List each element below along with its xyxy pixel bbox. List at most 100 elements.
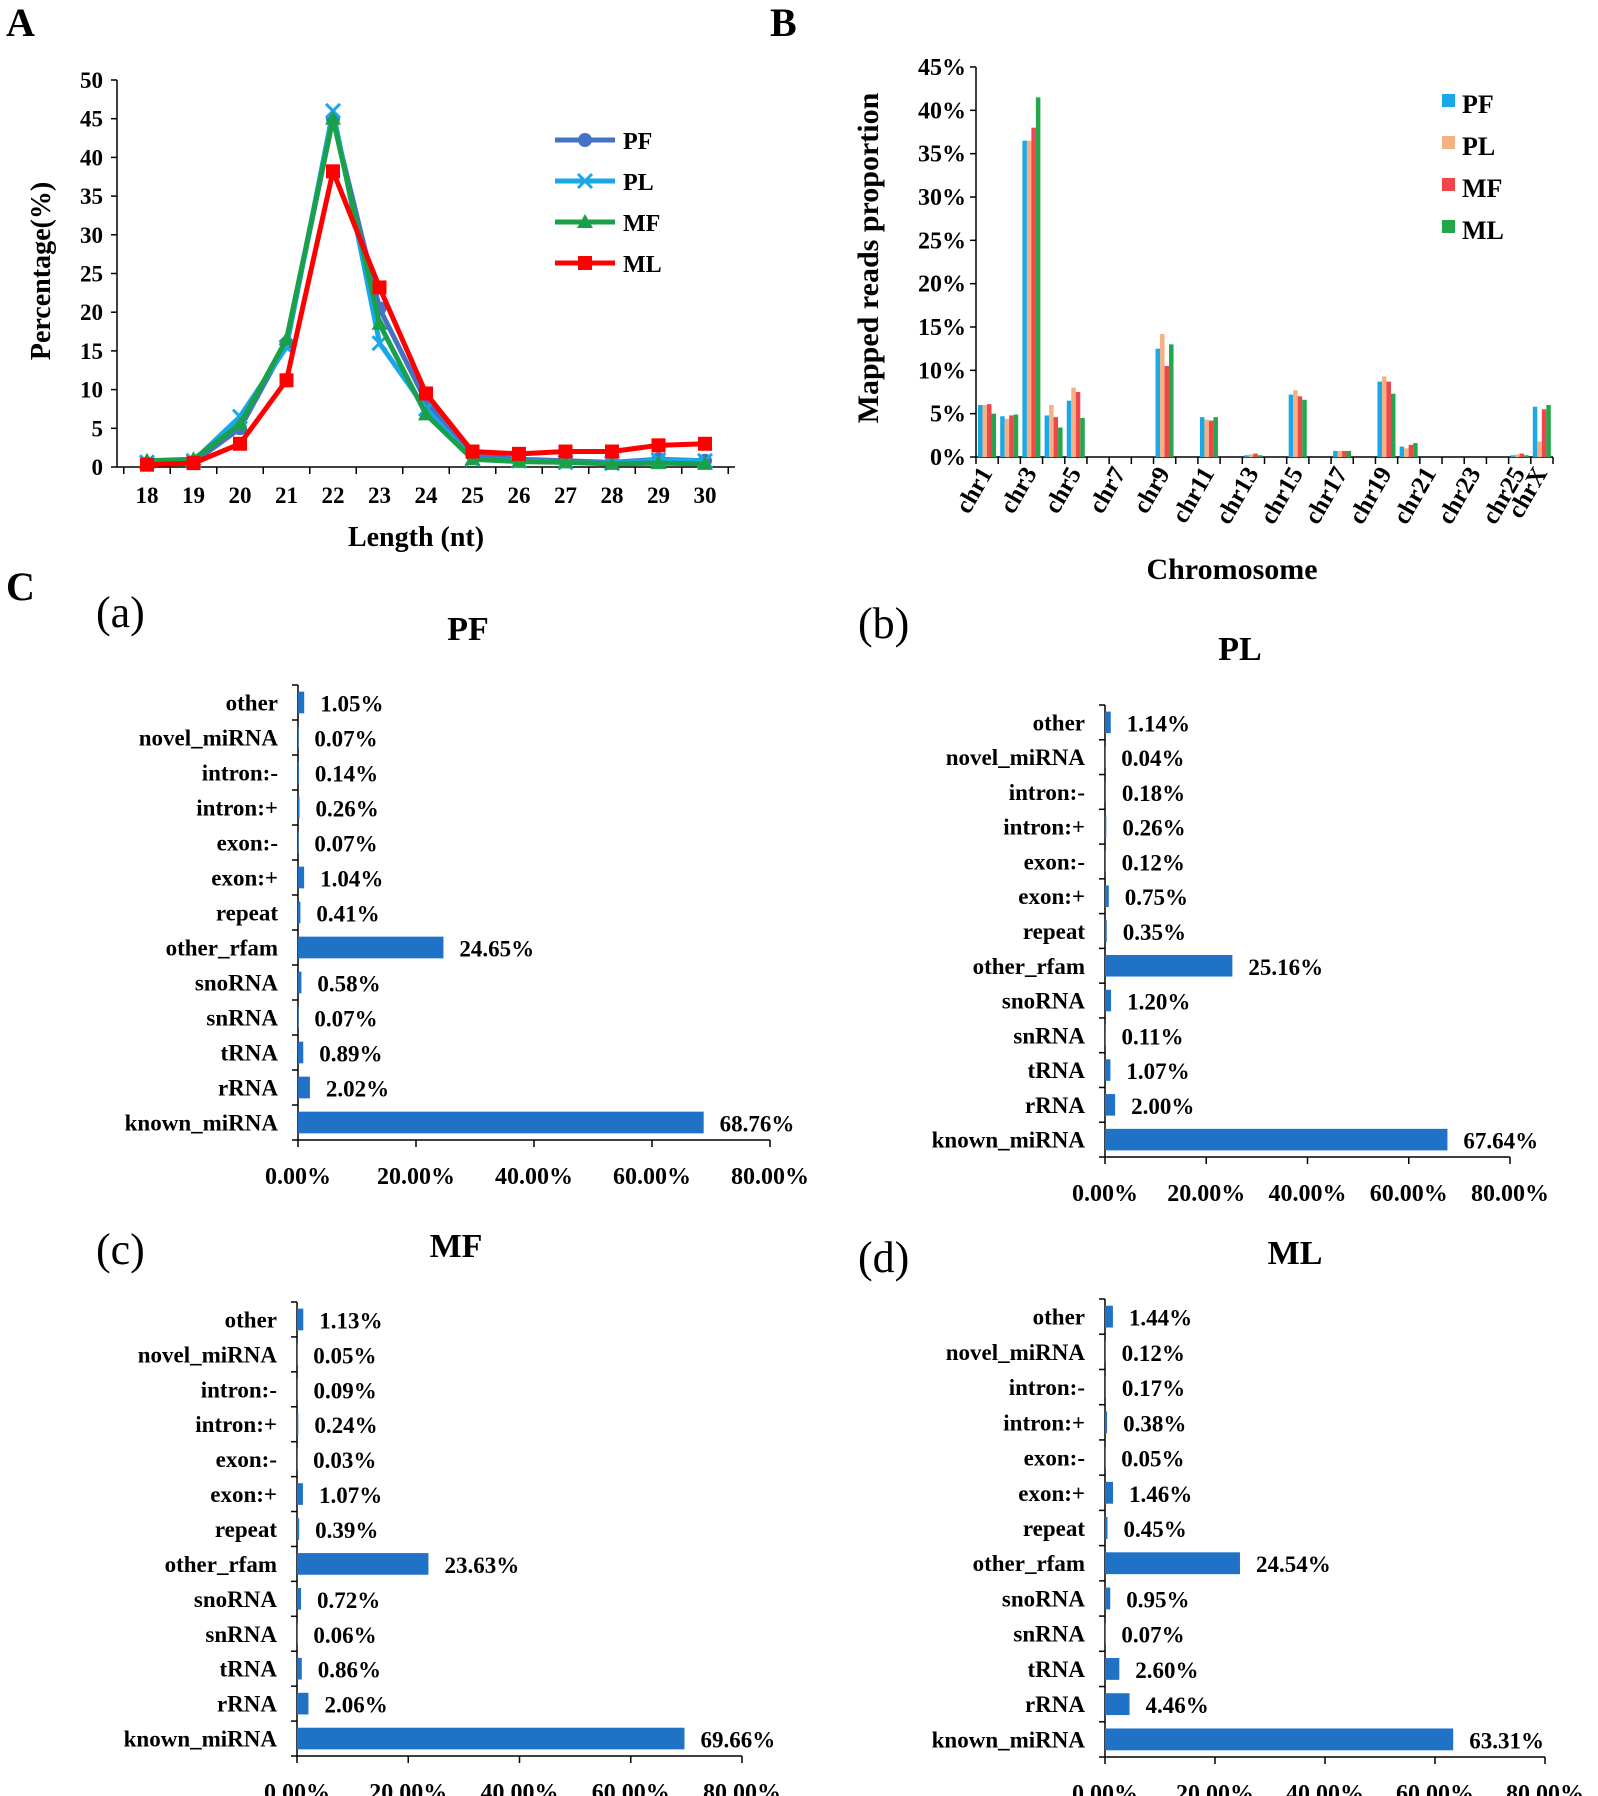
series-mf — [139, 110, 713, 470]
y-tick-label: 35 — [80, 184, 103, 209]
bar-pf-chrX — [1532, 406, 1538, 457]
bar-ml-chr11 — [1213, 417, 1218, 457]
x-axis-label: Chromosome — [1146, 553, 1317, 586]
data-label: 2.02% — [326, 1077, 389, 1102]
data-label: 24.65% — [459, 937, 534, 962]
subpanel-label: (a) — [96, 588, 145, 637]
bar-pl-chr2 — [1004, 418, 1010, 457]
data-label: 0.07% — [314, 1007, 377, 1032]
data-label: 0.03% — [313, 1448, 376, 1473]
bar-pf-chr17 — [1333, 450, 1338, 457]
legend-label-pf: PF — [623, 129, 652, 155]
subpanel-label: (b) — [858, 599, 909, 648]
bar-exon:+ — [1105, 885, 1109, 908]
x-tick-label: chr11 — [1167, 463, 1220, 528]
data-label: 0.07% — [314, 727, 377, 752]
bar-mf-chr25 — [1519, 453, 1525, 457]
bar-other — [297, 1308, 304, 1331]
bar-ml-chr1 — [991, 413, 996, 457]
bar-known_miRNA — [297, 1727, 685, 1750]
y-tick-label: 25 — [80, 262, 103, 287]
legend-label-pl: PL — [623, 170, 654, 196]
data-label: 0.89% — [319, 1042, 382, 1067]
bar-pl-chr4 — [1049, 405, 1054, 457]
panel-label-c: C — [6, 564, 35, 609]
bar-novel_miRNA — [298, 726, 299, 749]
x-tick-label: 60.00% — [592, 1780, 670, 1796]
bar-pf-chr5 — [1066, 400, 1072, 457]
data-label: 23.63% — [444, 1553, 519, 1578]
data-point-ml — [326, 164, 340, 179]
x-tick-label: 25 — [461, 483, 484, 508]
x-tick-label: 26 — [508, 483, 531, 508]
category-label: snoRNA — [194, 1587, 277, 1612]
x-tick-label: 20 — [229, 483, 252, 508]
bar-snoRNA — [298, 971, 302, 994]
bar-known_miRNA — [1105, 1128, 1448, 1151]
data-point-ml — [512, 446, 526, 461]
category-label: snRNA — [205, 1622, 277, 1647]
bar-snRNA — [298, 1006, 299, 1029]
x-tick-label: 60.00% — [1396, 1781, 1474, 1796]
bar-novel_miRNA — [1105, 746, 1106, 768]
data-point-pl — [371, 335, 388, 352]
bar-tRNA — [298, 1041, 304, 1064]
bar-ml-chr5 — [1080, 418, 1085, 457]
bar-rRNA — [1105, 1094, 1116, 1116]
x-tick-label: 0.00% — [1072, 1781, 1138, 1796]
x-tick-label: chr5 — [1039, 463, 1087, 519]
data-label: 2.00% — [1131, 1094, 1194, 1119]
bar-pl-chr3 — [1026, 140, 1032, 457]
bar-repeat — [1105, 920, 1107, 942]
subpanel-label: (d) — [858, 1233, 909, 1282]
data-label: 0.26% — [1122, 816, 1185, 841]
category-label: repeat — [1023, 1516, 1086, 1541]
bar-repeat — [297, 1518, 300, 1540]
x-tick-label: chr17 — [1299, 463, 1353, 529]
bar-exon:- — [1105, 1446, 1106, 1469]
data-point-mf — [557, 454, 574, 469]
y-tick-label: 45% — [918, 55, 966, 81]
bar-mf-chr11 — [1208, 420, 1214, 457]
legend-marker-pl — [576, 172, 594, 190]
bar-repeat — [1105, 1517, 1108, 1539]
data-label: 1.14% — [1127, 711, 1190, 736]
legend-swatch-pf — [1442, 94, 1455, 107]
bar-known_miRNA — [1105, 1728, 1454, 1751]
legend-swatch-ml — [1442, 220, 1455, 233]
bar-pl-chr5 — [1071, 387, 1076, 457]
legend-marker-mf — [577, 214, 593, 228]
bar-exon:+ — [1105, 1481, 1114, 1504]
bar-exon:- — [1105, 850, 1106, 873]
y-tick-label: 10 — [80, 378, 103, 403]
category-label: rRNA — [1025, 1093, 1085, 1118]
data-label: 0.18% — [1122, 781, 1185, 806]
x-tick-label: 24 — [415, 483, 439, 508]
bar-novel_miRNA — [297, 1343, 298, 1366]
x-tick-label: 21 — [275, 483, 298, 508]
x-tick-label: 60.00% — [613, 1164, 691, 1190]
bar-pl-chr1 — [982, 405, 987, 457]
bar-mf-chr1 — [987, 404, 992, 457]
data-label: 1.07% — [1126, 1059, 1189, 1084]
x-tick-label: chr21 — [1388, 463, 1442, 529]
bar-pl-chr19 — [1381, 376, 1387, 457]
x-tick-label: 27 — [554, 483, 577, 508]
x-axis-label: Length (nt) — [348, 522, 484, 553]
category-label: intron:- — [1009, 1375, 1085, 1400]
data-point-mf — [697, 455, 713, 470]
bar-pf-chr13 — [1244, 455, 1249, 457]
data-label: 0.35% — [1123, 920, 1186, 945]
data-label: 69.66% — [700, 1728, 775, 1753]
category-label: tRNA — [1028, 1657, 1086, 1682]
bar-intron:- — [1105, 1376, 1106, 1398]
bar-pf-chr4 — [1044, 415, 1050, 457]
bar-other — [298, 691, 305, 714]
bar-pf-chr25 — [1510, 455, 1516, 457]
category-label: intron:- — [1009, 780, 1085, 805]
data-label: 1.20% — [1127, 990, 1190, 1015]
annotation-chart-ml: (d) ML 0.00% 20.00% 40.00% 60.00% 80.00% other 1… — [858, 1233, 1584, 1796]
bar-other_rfam — [1105, 1552, 1240, 1575]
bar-pf-chr9 — [1155, 348, 1161, 457]
